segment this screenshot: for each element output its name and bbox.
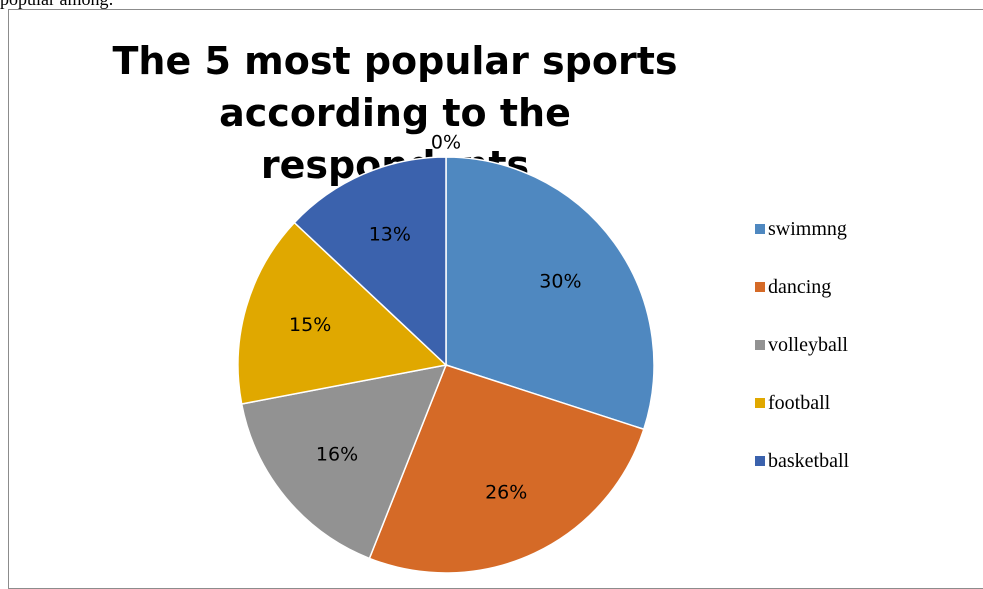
legend-label-basketball: basketball	[768, 449, 850, 472]
legend-item-football: football	[755, 374, 955, 432]
data-label-football: 15%	[289, 314, 331, 336]
pie-slice-basketball	[293, 156, 447, 367]
legend-swatch-football	[755, 398, 765, 408]
pie-slice-swimming	[445, 156, 655, 431]
legend-label-volleyball: volleyball	[768, 333, 848, 356]
data-label-basketball: 13%	[369, 224, 411, 246]
legend-label-dancing: dancing	[768, 275, 832, 298]
data-label-swimming: 30%	[539, 270, 581, 292]
data-label-other: 0%	[431, 132, 461, 154]
top-text: popular among:	[0, 0, 113, 10]
legend-label-football: football	[768, 391, 831, 414]
legend-item-swimming: swimmng	[755, 200, 955, 258]
legend-label-swimming: swimmng	[768, 217, 847, 240]
data-label-dancing: 26%	[485, 481, 527, 503]
legend-item-volleyball: volleyball	[755, 316, 955, 374]
data-label-volleyball: 16%	[316, 444, 358, 466]
pie-slice-football	[237, 221, 448, 405]
legend-item-basketball: basketball	[755, 432, 955, 490]
pie-slice-dancing	[368, 364, 645, 574]
legend-swatch-swimming	[755, 224, 765, 234]
legend-swatch-dancing	[755, 282, 765, 292]
pie-slice-volleyball	[240, 364, 448, 560]
chart-legend: swimmng dancing volleyball football bask…	[755, 200, 955, 490]
legend-swatch-volleyball	[755, 340, 765, 350]
legend-swatch-basketball	[755, 456, 765, 466]
legend-item-dancing: dancing	[755, 258, 955, 316]
